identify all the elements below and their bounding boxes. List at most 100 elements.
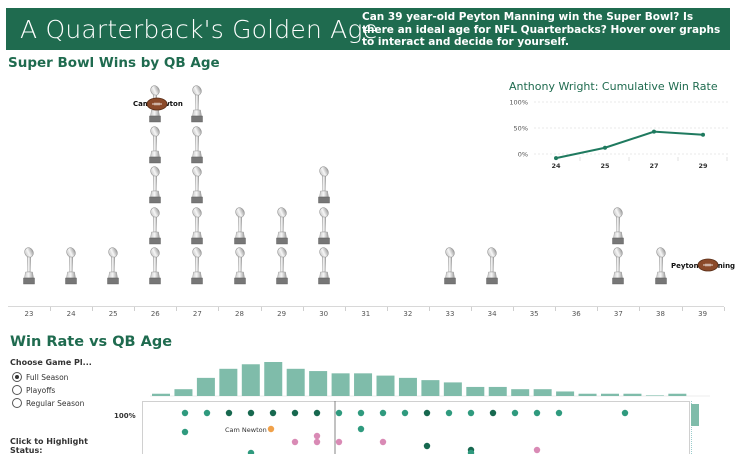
histogram-bar[interactable] — [601, 393, 619, 396]
scatter-point[interactable] — [423, 442, 431, 450]
histogram-bar[interactable] — [286, 368, 305, 396]
inset-data-point[interactable] — [603, 145, 607, 150]
histogram-bar[interactable] — [443, 382, 462, 396]
highlight-label: Click to Highlight — [10, 437, 88, 446]
scatter-point[interactable] — [511, 409, 519, 417]
scatter-point[interactable] — [379, 409, 387, 417]
histogram-bar[interactable] — [556, 391, 575, 396]
scatter-point[interactable] — [467, 409, 475, 417]
side-histogram-bar[interactable] — [691, 404, 699, 426]
inset-data-point[interactable] — [701, 132, 705, 137]
trophy-icon[interactable] — [273, 206, 291, 245]
trophy-icon[interactable] — [273, 247, 291, 285]
scatter-point[interactable] — [313, 438, 321, 446]
trophy-icon[interactable] — [104, 247, 122, 285]
trophy-icon[interactable] — [188, 206, 206, 245]
histogram-bar[interactable] — [241, 364, 260, 396]
scatter-point[interactable] — [181, 409, 189, 417]
scatter-point[interactable] — [291, 409, 299, 417]
histogram-bar[interactable] — [466, 386, 485, 396]
trophy-icon[interactable] — [315, 166, 333, 204]
age-tick — [134, 307, 136, 311]
trophy-icon[interactable] — [146, 125, 164, 164]
super-bowl-section-title: Super Bowl Wins by QB Age — [8, 55, 220, 71]
histogram-bar[interactable] — [331, 373, 350, 396]
scatter-point[interactable] — [555, 409, 563, 417]
scatter-point[interactable] — [313, 432, 321, 440]
scatter-point[interactable] — [533, 409, 541, 417]
histogram-bar[interactable] — [668, 393, 687, 396]
histogram-bar[interactable] — [533, 389, 552, 396]
inset-series-line[interactable] — [555, 130, 704, 160]
histogram-bar[interactable] — [578, 393, 597, 396]
age-tick — [176, 307, 178, 311]
trophy-icon[interactable] — [188, 85, 206, 123]
trophy-icon[interactable] — [652, 247, 670, 285]
scatter-point[interactable] — [423, 409, 431, 417]
scatter-point[interactable] — [247, 409, 255, 417]
trophy-icon[interactable] — [315, 206, 333, 245]
histogram-bar[interactable] — [376, 375, 395, 396]
radio-option-playoffs[interactable]: Playoffs — [12, 385, 55, 395]
scatter-point[interactable] — [335, 409, 343, 417]
age-tick — [471, 307, 472, 311]
scatter-point[interactable] — [291, 438, 299, 446]
trophy-icon[interactable] — [483, 247, 501, 285]
inset-data-point[interactable] — [652, 129, 656, 134]
scatter-point[interactable] — [225, 409, 233, 417]
scatter-point[interactable] — [533, 446, 541, 454]
scatter-point[interactable] — [357, 425, 365, 433]
trophy-icon[interactable] — [441, 247, 459, 285]
histogram-bar[interactable] — [488, 386, 507, 396]
histogram-bar[interactable] — [309, 371, 328, 396]
radio-option-full-season[interactable]: Full Season — [12, 372, 68, 382]
histogram-bar[interactable] — [196, 377, 215, 396]
radio-circle-icon[interactable] — [12, 372, 22, 382]
trophy-icon[interactable] — [188, 125, 206, 164]
scatter-point[interactable] — [489, 409, 497, 417]
radio-circle-icon[interactable] — [12, 398, 22, 408]
trophy-icon[interactable] — [20, 247, 38, 285]
trophy-icon[interactable] — [146, 247, 164, 285]
scatter-point[interactable] — [467, 449, 475, 454]
scatter-point[interactable] — [335, 438, 343, 446]
scatter-point[interactable] — [357, 409, 365, 417]
scatter-point[interactable] — [379, 438, 387, 446]
scatter-point[interactable] — [313, 409, 321, 417]
trophy-icon[interactable] — [609, 247, 627, 285]
scatter-point[interactable] — [247, 449, 255, 454]
trophy-icon[interactable] — [188, 166, 206, 204]
page-subtitle: Can 39 year-old Peyton Manning win the S… — [362, 11, 721, 48]
trophy-icon[interactable] — [146, 166, 164, 204]
trophy-icon[interactable] — [609, 206, 627, 245]
win-rate-scatter[interactable] — [142, 401, 690, 454]
radio-option-regular-season[interactable]: Regular Season — [12, 398, 84, 408]
trophy-icon[interactable] — [315, 247, 333, 285]
histogram-bar[interactable] — [219, 368, 238, 396]
histogram-bar[interactable] — [623, 393, 642, 396]
histogram-bar[interactable] — [398, 377, 417, 396]
histogram-bar[interactable] — [174, 389, 193, 396]
trophy-icon[interactable] — [62, 247, 80, 285]
trophy-icon[interactable] — [231, 206, 249, 245]
scatter-point[interactable] — [203, 409, 211, 417]
scatter-point[interactable] — [267, 425, 275, 433]
histogram-bar[interactable] — [511, 389, 530, 396]
scatter-point[interactable] — [621, 409, 629, 417]
scatter-point[interactable] — [269, 409, 277, 417]
histogram-bar[interactable] — [264, 362, 283, 396]
scatter-point[interactable] — [181, 428, 189, 436]
histogram-bar[interactable] — [354, 373, 373, 396]
histogram-bar[interactable] — [152, 393, 170, 396]
scatter-point[interactable] — [401, 409, 409, 417]
inset-data-point[interactable] — [554, 156, 558, 161]
trophy-icon[interactable] — [188, 247, 206, 285]
trophy-icon[interactable] — [146, 206, 164, 245]
trophy-icon[interactable] — [231, 247, 249, 285]
scatter-point[interactable] — [445, 409, 453, 417]
histogram-bar[interactable] — [421, 380, 440, 396]
histogram-bar[interactable] — [645, 395, 664, 396]
age-histogram[interactable] — [150, 358, 710, 398]
radio-circle-icon[interactable] — [12, 385, 22, 395]
cumulative-win-rate-chart[interactable]: 100% 50% 0% 24 25 27 29 — [506, 92, 732, 174]
